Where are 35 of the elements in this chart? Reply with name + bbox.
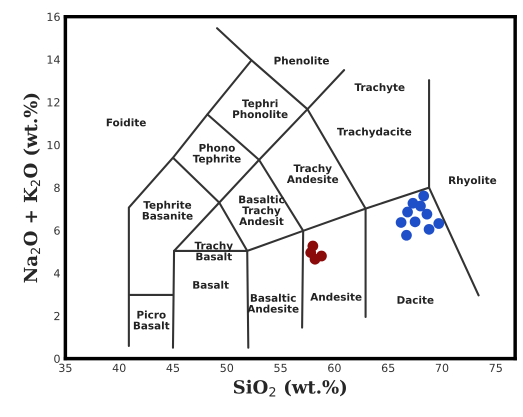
y-tick-label: 12	[48, 98, 60, 106]
annotation: Basalt	[193, 280, 229, 289]
x-tick-label: 45	[166, 364, 180, 372]
x-tick-label: 55	[274, 364, 287, 372]
annotation: Picro Basalt	[134, 310, 170, 330]
y-axis-title: Na$_{2}$O + K$_{2}$O (wt.%)	[23, 94, 40, 282]
annotation: Trachyte	[354, 83, 405, 94]
x-tick-label: 40	[112, 364, 126, 372]
annotation: Trachydacite	[337, 128, 412, 138]
x-tick-label: 65	[382, 364, 394, 372]
annotation: Basaltic Trachy Andesit	[239, 195, 284, 226]
y-tick-label: 0	[54, 354, 60, 363]
y-tick-label: 8	[54, 184, 60, 192]
x-tick-label: 70	[436, 364, 448, 372]
y-tick-label: 2	[54, 312, 60, 320]
y-tick-label: 16	[48, 12, 60, 22]
y-tick-label: 14	[48, 56, 60, 64]
annotation: Dacite	[398, 296, 434, 304]
annotation: Trachy Andesite	[286, 164, 338, 184]
x-axis-title: SiO$_{2}$ (wt.%)	[234, 380, 346, 396]
annotation: Andesite	[310, 292, 362, 301]
x-tick-label: 50	[220, 364, 234, 372]
y-tick-label: 6	[54, 226, 60, 235]
annotation: Tephrite Basanite	[142, 200, 193, 220]
x-tick-label: 75	[490, 364, 502, 372]
annotation: Foidite	[106, 118, 146, 126]
annotation: Trachy Basalt	[194, 241, 233, 260]
x-tick-label: 60	[328, 364, 341, 372]
x-tick-label: 35	[59, 364, 72, 372]
y-tick-label: 10	[48, 140, 60, 150]
annotation: Rhyolite	[449, 176, 496, 186]
y-tick-label: 4	[54, 269, 60, 278]
annotation: Tephri Phonolite	[233, 99, 288, 118]
annotation: Phono Tephrite	[192, 144, 241, 165]
annotation: Phenolite	[274, 56, 329, 64]
